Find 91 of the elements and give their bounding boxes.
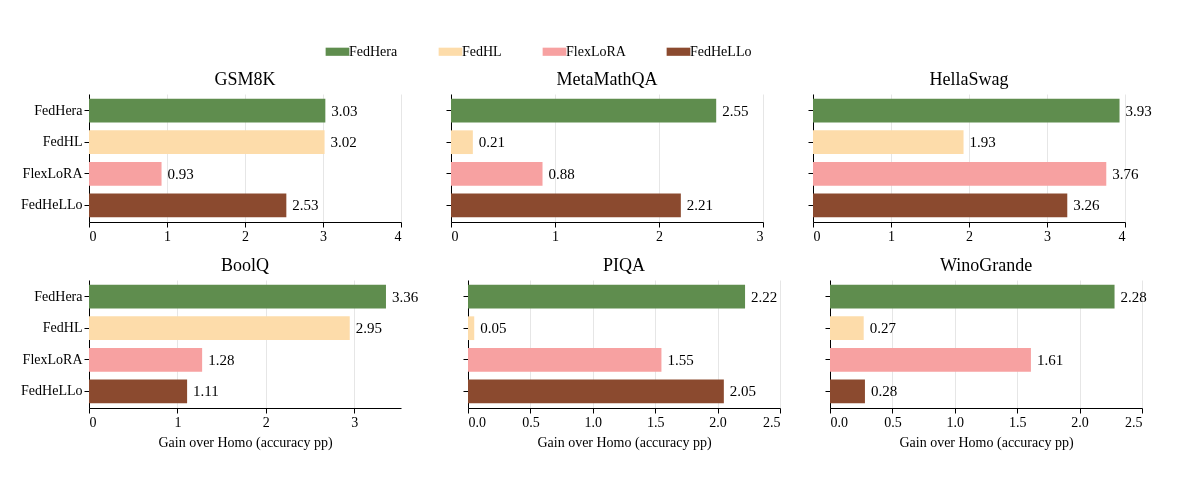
series-label: FedHera <box>34 288 84 304</box>
x-tick-label: 2.5 <box>1125 414 1143 430</box>
x-tick-label: 2 <box>242 228 249 244</box>
x-tick-label: 1.0 <box>584 414 603 430</box>
x-tick-label: 3 <box>351 414 359 430</box>
data-label: 1.11 <box>193 383 219 400</box>
text: FlexLoRA <box>22 165 83 181</box>
x-axis-title: Gain over Homo (accuracy pp) <box>537 434 712 451</box>
x-tick-label: 0.0 <box>468 414 486 430</box>
bar <box>89 193 287 218</box>
bar <box>89 161 162 186</box>
x-tick-label: 2 <box>262 414 270 430</box>
data-label: 2.95 <box>355 320 382 337</box>
series-label: FedHeLLo <box>21 383 83 399</box>
bar <box>89 379 188 404</box>
x-axis-title: Gain over Homo (accuracy pp) <box>158 434 333 451</box>
x-tick-label: 0 <box>89 414 97 430</box>
chart-title: GSM8K <box>214 69 276 89</box>
x-tick-label: 1.5 <box>646 414 665 430</box>
x-tick-label: 1 <box>552 228 559 244</box>
x-tick-label: 2.5 <box>763 414 781 430</box>
x-tick-label: 2 <box>966 228 973 244</box>
bar <box>89 284 386 309</box>
x-tick-label: 2.0 <box>709 414 727 430</box>
data-label: 0.21 <box>478 134 506 151</box>
data-label: 0.28 <box>870 383 898 400</box>
x-tick-label: 4 <box>394 228 402 244</box>
data-label: 0.88 <box>548 165 575 182</box>
chart-title: BoolQ <box>220 255 270 275</box>
x-tick-label: 3 <box>756 228 764 244</box>
x-tick-label: 1 <box>174 414 182 430</box>
data-label: 3.02 <box>330 134 357 151</box>
data-label: 2.53 <box>292 197 319 214</box>
series-label: FedHL <box>42 320 83 336</box>
text: FedHL <box>42 134 83 150</box>
x-tick-label: 1 <box>888 228 895 244</box>
bar <box>89 98 326 123</box>
text: FedHera <box>34 102 83 118</box>
data-label: 3.76 <box>1112 165 1140 182</box>
data-label: 3.36 <box>391 288 419 305</box>
x-tick-label: 1 <box>164 228 171 244</box>
bar <box>813 130 964 155</box>
legend-label: FedHera <box>349 43 398 59</box>
data-label: 2.28 <box>1120 288 1147 305</box>
bar <box>89 347 203 372</box>
x-tick-label: 3 <box>1044 228 1051 244</box>
x-tick-label: 0 <box>813 228 821 244</box>
x-tick-label: 0.0 <box>830 414 848 430</box>
x-tick-label: 1.5 <box>1008 414 1027 430</box>
x-tick-label: 0 <box>451 228 459 244</box>
data-label: 1.61 <box>1036 351 1064 368</box>
chart-title: HellaSwag <box>929 69 1009 89</box>
x-tick-label: 1.0 <box>946 414 965 430</box>
data-label: 0.93 <box>167 165 194 182</box>
data-label: 3.93 <box>1125 102 1152 119</box>
chart-title: WinoGrande <box>939 255 1033 275</box>
legend-label: FlexLoRA <box>566 43 627 59</box>
data-label: 0.27 <box>869 320 897 337</box>
bar <box>813 193 1068 218</box>
x-tick-label: 0.5 <box>522 414 540 430</box>
x-tick-label: 0.5 <box>884 414 902 430</box>
x-tick-label: 4 <box>1118 228 1126 244</box>
x-tick-label: 2 <box>656 228 663 244</box>
data-label: 2.21 <box>686 197 714 214</box>
bar <box>451 161 543 186</box>
bar <box>89 316 350 341</box>
data-label: 0.05 <box>480 320 507 337</box>
data-label: 2.22 <box>751 288 778 305</box>
legend-label: FedHeLLo <box>690 43 752 59</box>
bar <box>451 130 473 155</box>
data-label: 2.55 <box>722 102 749 119</box>
data-label: 3.26 <box>1073 197 1101 214</box>
x-axis-title: Gain over Homo (accuracy pp) <box>899 434 1074 451</box>
data-label: 2.05 <box>729 383 757 400</box>
text: FedHeLLo <box>21 197 83 213</box>
bar <box>89 130 325 155</box>
data-label: 1.55 <box>667 351 694 368</box>
x-tick-label: 3 <box>320 228 327 244</box>
legend-label: FedHL <box>462 43 502 59</box>
chart-title: MetaMathQA <box>556 69 658 89</box>
bar <box>813 98 1120 123</box>
data-label: 1.93 <box>969 134 996 151</box>
bar <box>451 98 717 123</box>
x-tick-label: 2.0 <box>1071 414 1089 430</box>
bar <box>813 161 1107 186</box>
bar <box>451 193 681 218</box>
x-tick-label: 0 <box>89 228 97 244</box>
data-label: 1.28 <box>208 351 235 368</box>
chart-title: PIQA <box>602 255 646 275</box>
data-label: 3.03 <box>331 102 358 119</box>
series-label: FlexLoRA <box>22 351 84 367</box>
